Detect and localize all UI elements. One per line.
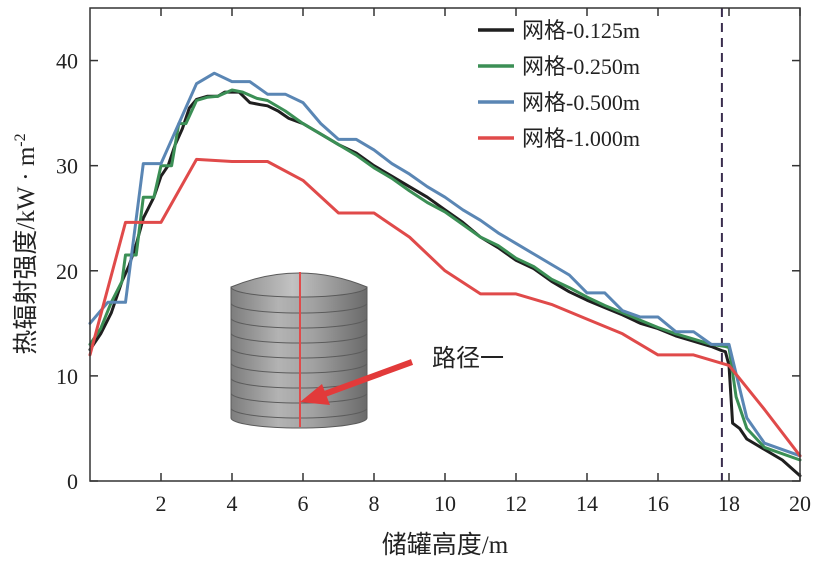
axis-ticks: 2 4 6 8 10 12 14 16 18 20 0 10 20 30 40 — [56, 8, 811, 516]
legend-label-2: 网格-0.500m — [522, 90, 640, 115]
y-tick-label: 20 — [56, 259, 78, 284]
y-tick-label: 10 — [56, 364, 78, 389]
y-axis-title: 热辐射强度/kW · m-2 — [12, 133, 40, 354]
y-tick-label: 40 — [56, 49, 78, 74]
series-line-0 — [88, 90, 802, 478]
y-axis-title-text: 热辐射强度/kW · m — [12, 146, 40, 354]
series-lines — [88, 71, 802, 478]
legend-label-3: 网格-1.000m — [522, 126, 640, 151]
x-tick-label: 12 — [505, 491, 527, 516]
series-line-3 — [88, 157, 802, 458]
x-tick-label: 2 — [156, 491, 167, 516]
x-tick-label: 18 — [718, 491, 740, 516]
x-tick-label: 8 — [369, 491, 380, 516]
x-axis-title: 储罐高度/m — [382, 531, 509, 559]
plot-frame — [89, 7, 801, 482]
x-tick-label: 20 — [789, 491, 811, 516]
y-tick-label: 30 — [56, 154, 78, 179]
y-tick-label: 0 — [67, 469, 78, 494]
path-annotation: 路径一 — [300, 345, 504, 405]
y-axis-title-exponent: -2 — [12, 133, 29, 146]
x-tick-label: 6 — [298, 491, 309, 516]
annotation-arrowhead — [300, 384, 330, 405]
legend-label-1: 网格-0.250m — [522, 54, 640, 79]
series-line-2 — [88, 71, 802, 458]
legend: 网格-0.125m 网格-0.250m 网格-0.500m 网格-1.000m — [478, 18, 640, 151]
x-tick-label: 14 — [576, 491, 598, 516]
tank-illustration — [230, 272, 368, 429]
legend-label-0: 网格-0.125m — [522, 18, 640, 43]
x-tick-label: 4 — [227, 491, 238, 516]
annotation-label: 路径一 — [432, 345, 504, 372]
annotation-arrow — [320, 359, 414, 398]
series-line-1 — [88, 88, 802, 462]
x-tick-label: 16 — [647, 491, 669, 516]
x-tick-label: 10 — [434, 491, 456, 516]
